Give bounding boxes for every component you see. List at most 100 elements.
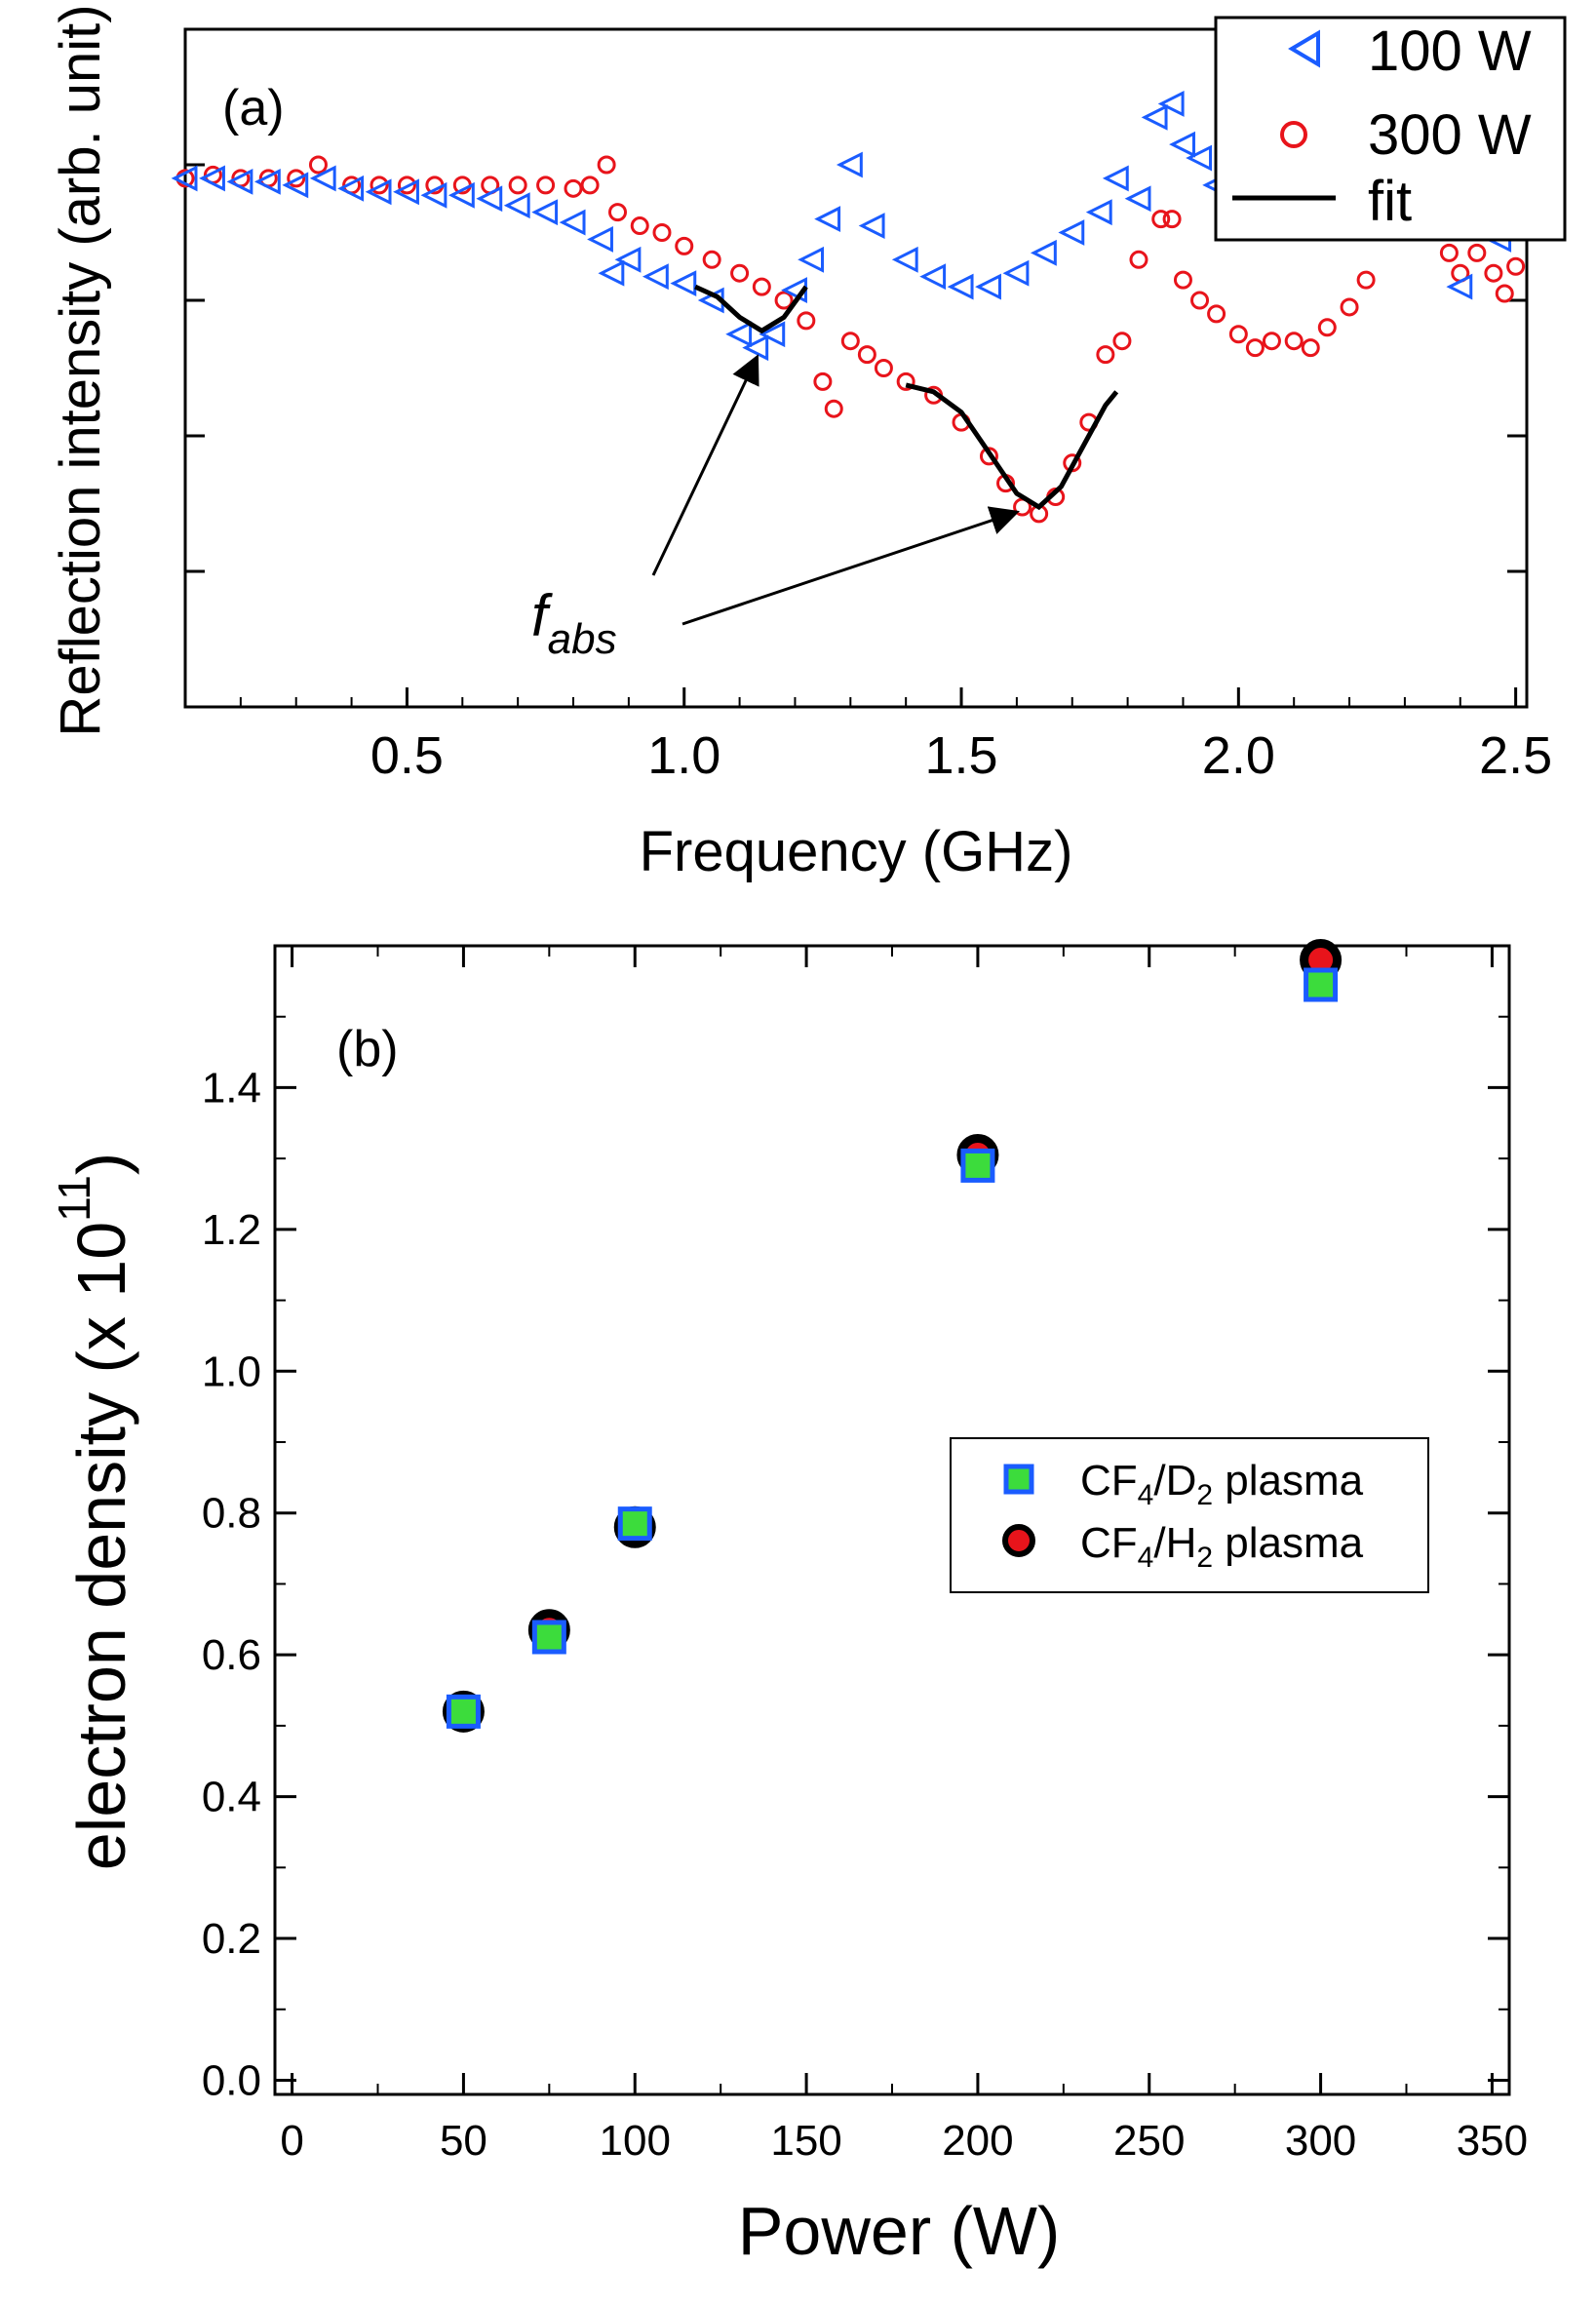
legend-d2-sub2: 2 — [1196, 1479, 1213, 1511]
fit-curve-line — [694, 284, 808, 334]
series-100w-point — [531, 199, 559, 226]
panel-b-y-ticks: 0.0 0.2 0.4 0.6 0.8 1.0 1.2 1.4 — [202, 1015, 1509, 2104]
panel-b-legend: CF4/D2 plasma CF4/H2 plasma — [950, 1437, 1429, 1593]
series-100w-point — [1186, 144, 1213, 172]
series-100w-point — [1002, 259, 1030, 287]
panel-b-y-tick-label: 0.2 — [202, 1915, 261, 1963]
series-300w-point — [1301, 338, 1320, 358]
series-300w-point — [1207, 304, 1226, 324]
annotation-fabs: fabs — [531, 583, 617, 663]
series-300w-point — [702, 250, 721, 269]
panel-b-series — [442, 939, 1343, 1733]
legend-circle-marker-icon — [1002, 1524, 1035, 1557]
panel-a-x-tick-label: 0.5 — [370, 726, 444, 785]
legend-h2-sub1: 4 — [1138, 1542, 1154, 1574]
panel-a-legend-box — [1214, 16, 1567, 242]
annotation-fabs-sub: abs — [548, 615, 617, 663]
series-300w-point — [857, 345, 876, 365]
series-300w-point — [1262, 332, 1281, 351]
panel-b-x-tick-label: 100 — [600, 2117, 671, 2165]
series-100w-point — [476, 185, 503, 213]
legend-triangle-marker-icon — [1288, 29, 1320, 68]
series-300w-point — [564, 178, 583, 198]
series-100w-point — [1030, 239, 1057, 266]
series-300w-point — [1284, 332, 1304, 351]
series-100w-point — [365, 178, 392, 206]
series-100w-point — [598, 259, 625, 287]
panel-b-x-tick-label: 0 — [280, 2117, 303, 2165]
series-300w-point — [813, 371, 833, 391]
panel-b-y-tick-label: 0.0 — [202, 2056, 261, 2104]
legend-d2-suffix: plasma — [1213, 1457, 1364, 1505]
series-100w-point — [199, 165, 225, 192]
panel-a-label: (a) — [222, 80, 285, 137]
series-cf4-d2-point — [531, 1620, 566, 1655]
legend-h2-mid: /H — [1153, 1519, 1196, 1567]
panel-b-legend-box — [950, 1437, 1429, 1593]
legend-entry-cf4-d2: CF4/D2 plasma — [1080, 1457, 1364, 1511]
panel-b-y-axis-title-suffix: ) — [63, 1153, 139, 1175]
legend-h2-prefix: CF — [1080, 1519, 1138, 1567]
series-300w-point — [752, 277, 771, 296]
series-100w-point — [559, 209, 586, 236]
series-100w-point — [171, 165, 198, 192]
panel-b-x-ticks: 0 50 100 150 200 250 300 350 — [280, 946, 1528, 2165]
series-100w-point — [836, 151, 863, 178]
legend-h2-suffix: plasma — [1213, 1519, 1364, 1567]
legend-entry-100w: 100 W — [1368, 20, 1532, 83]
series-100w-point — [587, 226, 613, 253]
series-300w-point — [630, 216, 649, 236]
series-300w-point — [1356, 270, 1376, 290]
panel-a-y-axis-title: Reflection intensity (arb. unit) — [49, 4, 112, 736]
series-300w-point — [536, 176, 556, 195]
series-300w-point — [675, 236, 694, 255]
series-300w-point — [370, 176, 389, 195]
series-300w-point — [608, 203, 628, 222]
series-100w-point — [1157, 91, 1185, 117]
series-300w-point — [979, 447, 998, 466]
series-300w-point — [1484, 263, 1503, 283]
legend-entry-fit: fit — [1368, 170, 1412, 233]
series-300w-point — [652, 223, 672, 242]
series-300w-point — [1173, 270, 1192, 290]
series-100w-point — [642, 263, 669, 291]
series-100w-point — [309, 165, 336, 192]
series-300w-point — [896, 371, 915, 391]
series-100w-point — [725, 321, 753, 348]
series-300w-point — [1439, 243, 1459, 262]
legend-d2-sub1: 4 — [1138, 1479, 1154, 1511]
panel-a-x-tick-label: 2.0 — [1202, 726, 1275, 785]
series-100w-point — [337, 175, 365, 202]
legend-entry-300w: 300 W — [1368, 103, 1532, 167]
annotation-fabs-main: f — [531, 583, 553, 648]
panel-a-annotation-fabs: fabs — [531, 354, 1020, 663]
series-100w-point — [253, 168, 281, 195]
series-100w-point — [1446, 273, 1473, 300]
fit-curve-line — [905, 382, 1119, 511]
series-cf4-d2-point — [960, 1148, 995, 1183]
series-300w-point — [1340, 297, 1359, 317]
series-300w-point — [797, 311, 816, 331]
legend-h2-sub2: 2 — [1196, 1542, 1213, 1574]
panel-b-x-tick-label: 300 — [1285, 2117, 1356, 2165]
panel-b-y-tick-label: 0.6 — [202, 1631, 261, 1679]
series-100w-point — [1124, 185, 1151, 213]
legend-circle-marker-icon — [1280, 121, 1307, 148]
annotation-arrow-1 — [651, 354, 759, 576]
panel-b-chart: 0 50 100 150 200 250 300 350 0.0 0.2 0.4 0.6 0.8 1.0… — [49, 939, 1528, 2269]
legend-square-marker-icon — [1003, 1464, 1034, 1495]
legend-d2-prefix: CF — [1080, 1457, 1138, 1505]
panel-b-y-axis-title: electron density (x 1011) — [49, 1153, 139, 1870]
panel-a-x-ticks: 0.5 1.0 1.5 2.0 2.5 — [184, 687, 1552, 785]
series-100w-point — [226, 168, 253, 195]
series-100w-point — [1141, 103, 1168, 131]
series-100w-point — [1102, 165, 1129, 192]
panel-a-x-tick-label: 1.5 — [924, 726, 997, 785]
panel-b-x-tick-label: 150 — [770, 2117, 841, 2165]
panel-b-y-tick-label: 1.2 — [202, 1206, 261, 1254]
panel-b-x-axis-title: Power (W) — [738, 2193, 1061, 2269]
series-100w-point — [891, 246, 918, 273]
series-300w-point — [1317, 318, 1337, 337]
series-300w-point — [1151, 210, 1171, 229]
